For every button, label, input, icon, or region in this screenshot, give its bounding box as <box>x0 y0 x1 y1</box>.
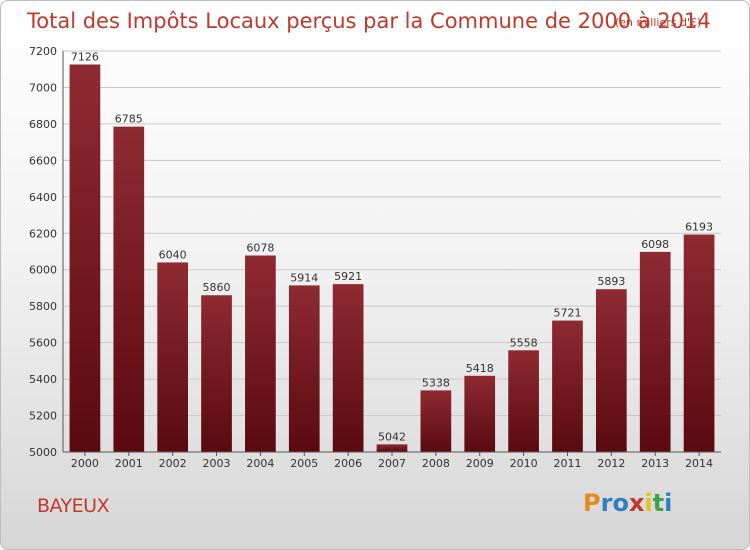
logo-letter: i <box>664 489 673 517</box>
bar-2000 <box>69 64 101 452</box>
value-labels: 7126 6785 6040 5860 6078 5914 5921 5042 5338 5418… <box>71 50 713 443</box>
proxiti-logo: Proxiti <box>583 489 672 517</box>
x-tick-label-2000: 2000 <box>71 457 99 470</box>
y-tick-label: 7000 <box>29 81 57 94</box>
bar-2003 <box>201 295 232 452</box>
bar-2004 <box>245 255 276 452</box>
value-label-2004: 6078 <box>246 242 274 255</box>
y-tick-label: 5200 <box>29 410 57 423</box>
value-label-2002: 6040 <box>159 248 187 261</box>
y-tick-label: 6800 <box>29 118 57 131</box>
value-label-2010: 5558 <box>510 336 538 349</box>
x-tick-label-2009: 2009 <box>466 457 494 470</box>
x-tick-label-2010: 2010 <box>510 457 538 470</box>
x-tick-label-2012: 2012 <box>597 457 625 470</box>
x-tick-label-2011: 2011 <box>553 457 581 470</box>
x-tick-label-2014: 2014 <box>685 457 713 470</box>
bar-2007 <box>376 444 408 452</box>
bar-2008 <box>420 390 452 452</box>
logo-letter: o <box>612 489 629 517</box>
value-label-2001: 6785 <box>115 113 143 126</box>
bar-2010 <box>508 350 539 452</box>
x-tick-label-2001: 2001 <box>115 457 143 470</box>
value-label-2003: 5860 <box>203 281 231 294</box>
logo-letter: x <box>628 489 645 517</box>
x-tick-label-2004: 2004 <box>246 457 274 470</box>
x-tick-label-2008: 2008 <box>422 457 450 470</box>
value-label-2006: 5921 <box>334 270 362 283</box>
y-tick-label: 6400 <box>29 191 57 204</box>
y-tick-label: 6600 <box>29 154 57 167</box>
logo-letter: P <box>583 489 601 517</box>
value-label-2005: 5914 <box>290 271 318 284</box>
x-tick-label-2003: 2003 <box>203 457 231 470</box>
x-tick-label-2013: 2013 <box>641 457 669 470</box>
bar-2002 <box>157 262 189 452</box>
y-tick-label: 6200 <box>29 227 57 240</box>
value-label-2013: 6098 <box>641 238 669 251</box>
y-tick-label: 5600 <box>29 337 57 350</box>
bar-2014 <box>683 234 715 452</box>
y-axis-ticks: 5000 5200 5400 5600 5800 6000 6200 6400 6600 6800… <box>29 45 57 459</box>
value-label-2012: 5893 <box>597 275 625 288</box>
x-tick-label-2006: 2006 <box>334 457 362 470</box>
bar-2006 <box>332 284 364 452</box>
x-tick-label-2007: 2007 <box>378 457 406 470</box>
x-axis-ticks: 2000 2001 2002 2003 2004 2005 2006 2007 2008 2009… <box>71 452 713 470</box>
logo-letter: i <box>644 489 653 517</box>
bars <box>69 64 715 452</box>
value-label-2014: 6193 <box>685 221 713 234</box>
bar-2011 <box>552 320 583 452</box>
value-label-2007: 5042 <box>378 430 406 443</box>
y-tick-label: 5400 <box>29 373 57 386</box>
x-tick-label-2002: 2002 <box>159 457 187 470</box>
commune-name: BAYEUX <box>37 495 110 517</box>
bar-2009 <box>464 375 496 452</box>
value-label-2011: 5721 <box>553 307 581 320</box>
chart-unit-note: (en milliers d'€) <box>615 16 701 29</box>
value-label-2009: 5418 <box>466 362 494 375</box>
value-label-2000: 7126 <box>71 50 99 63</box>
bar-2001 <box>113 126 145 452</box>
bar-2005 <box>288 285 320 452</box>
y-tick-label: 7200 <box>29 45 57 58</box>
logo-letter: t <box>652 489 665 517</box>
bar-2013 <box>639 251 671 452</box>
bar-2012 <box>595 289 627 452</box>
y-tick-label: 6000 <box>29 264 57 277</box>
y-tick-label: 5000 <box>29 446 57 459</box>
y-tick-label: 5800 <box>29 300 57 313</box>
logo-letter: r <box>600 489 613 517</box>
chart-title: Total des Impôts Locaux perçus par la Co… <box>26 9 711 33</box>
value-label-2008: 5338 <box>422 376 450 389</box>
x-tick-label-2005: 2005 <box>290 457 318 470</box>
